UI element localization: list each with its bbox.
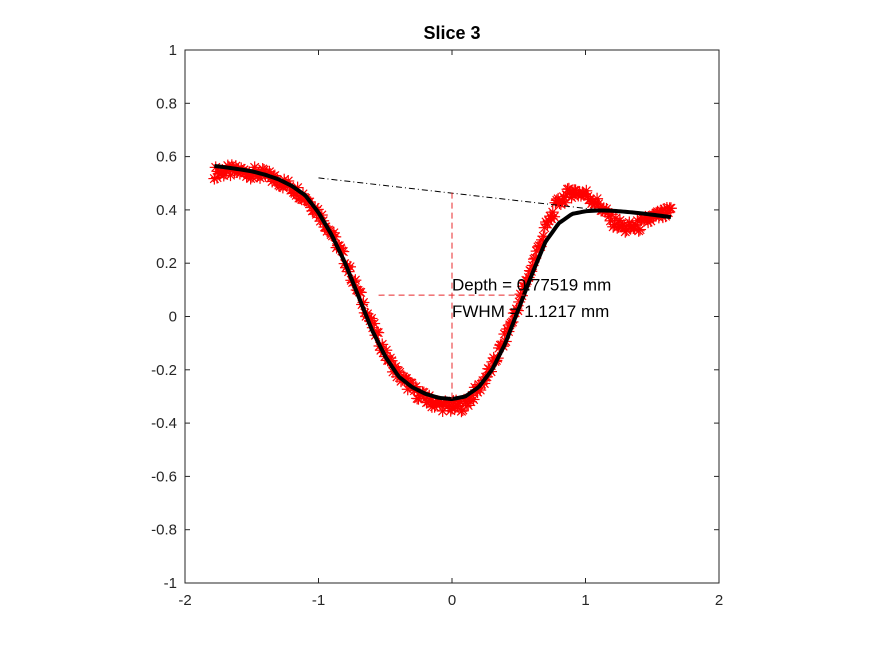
- baseline-line: [318, 177, 599, 211]
- y-tick-label: 0.4: [156, 202, 177, 219]
- depth-annotation: Depth = 0.77519 mm: [452, 276, 611, 295]
- x-axis: -2 -1 0 1 2: [178, 50, 723, 609]
- x-tick-label: 1: [581, 592, 589, 609]
- y-tick-label: -0.4: [151, 415, 177, 432]
- raw-data-point: [664, 202, 677, 215]
- y-tick-label: 1: [169, 42, 177, 59]
- y-tick-label: 0.2: [156, 255, 177, 272]
- x-tick-label: -1: [312, 592, 325, 609]
- raw-data-point: [552, 192, 565, 205]
- raw-data-point: [634, 223, 647, 236]
- y-tick-label: -0.8: [151, 522, 177, 539]
- x-tick-label: -2: [178, 592, 191, 609]
- x-tick-label: 2: [715, 592, 723, 609]
- y-tick-label: 0: [169, 309, 177, 326]
- y-tick-label: -0.6: [151, 468, 177, 485]
- y-tick-label: 0.6: [156, 149, 177, 166]
- y-tick-label: 0.8: [156, 95, 177, 112]
- y-tick-label: -1: [164, 575, 177, 592]
- raw-data-point: [467, 393, 480, 406]
- x-tick-label: 0: [448, 592, 456, 609]
- raw-data-point: [558, 196, 571, 209]
- chart-title: Slice 3: [423, 23, 480, 43]
- raw-data-point: [548, 210, 561, 223]
- fwhm-annotation: FWHM = 1.1217 mm: [452, 302, 609, 321]
- fit-line: [214, 163, 672, 402]
- y-tick-label: -0.2: [151, 362, 177, 379]
- y-axis: -1 -0.8 -0.6 -0.4 -0.2 0 0.2 0.4 0.6 0.8 1: [151, 42, 719, 592]
